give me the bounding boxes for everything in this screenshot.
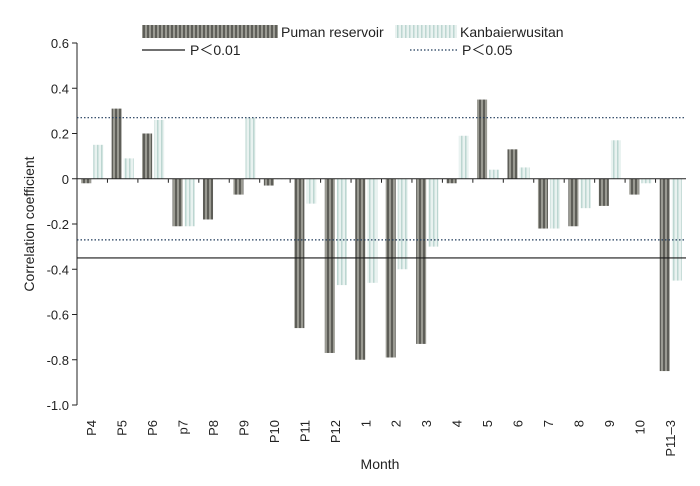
bar-kanbaierwusitan	[123, 158, 134, 179]
bar-kanbaierwusitan	[184, 178, 195, 227]
y-tick-label: -0.4	[47, 262, 69, 277]
x-tick-label: P9	[236, 420, 251, 436]
legend: Puman reservoir Kanbaierwusitan P＜0.01 P…	[142, 24, 564, 58]
bar-puman-reservoir	[537, 178, 548, 229]
bar-kanbaierwusitan	[580, 178, 591, 209]
x-tick-label: 7	[541, 420, 556, 427]
bar-puman-reservoir	[568, 178, 579, 227]
bar-kanbaierwusitan	[93, 144, 104, 179]
x-axis-title: Month	[361, 456, 400, 472]
x-tick-label: P12	[328, 420, 343, 443]
bar-puman-reservoir	[446, 178, 457, 184]
bar-kanbaierwusitan	[154, 119, 165, 179]
y-axis-title: Correlation coefficient	[21, 156, 37, 291]
y-tick-label: 0.2	[51, 127, 69, 142]
bar-puman-reservoir	[324, 178, 335, 353]
bar-kanbaierwusitan	[245, 117, 256, 179]
bar-puman-reservoir	[355, 178, 366, 360]
bar-kanbaierwusitan	[519, 167, 530, 179]
bar-kanbaierwusitan	[428, 178, 439, 247]
bar-puman-reservoir	[263, 178, 274, 186]
legend-swatch-kanbaierwusitan	[395, 25, 457, 38]
legend-label-kanbaierwusitan: Kanbaierwusitan	[460, 24, 564, 40]
x-tick-label: P4	[84, 420, 99, 436]
x-tick-label: 2	[389, 420, 404, 427]
x-tick-label: 1	[358, 420, 373, 427]
y-tick-label: -0.6	[47, 308, 69, 323]
x-tick-label: 3	[419, 420, 434, 427]
x-tick-label: 5	[480, 420, 495, 427]
y-tick-label: -1.0	[47, 398, 69, 413]
x-tick-label: p7	[176, 420, 191, 434]
bar-kanbaierwusitan	[549, 178, 561, 229]
x-tick-label: P11	[297, 420, 312, 442]
bar-puman-reservoir	[507, 149, 518, 179]
x-tick-label: P5	[115, 420, 130, 436]
legend-swatch-puman	[142, 25, 278, 38]
bar-kanbaierwusitan	[610, 140, 621, 179]
y-tick-label: 0.4	[51, 81, 69, 96]
bar-kanbaierwusitan	[306, 178, 317, 204]
bar-puman-reservoir	[81, 178, 92, 184]
x-tick-label: 8	[571, 420, 586, 427]
bar-puman-reservoir	[629, 178, 640, 195]
bar-kanbaierwusitan	[489, 169, 500, 179]
x-tick-label: P11–3	[663, 420, 678, 457]
bar-puman-reservoir	[202, 178, 214, 220]
bar-kanbaierwusitan	[641, 178, 652, 184]
bar-kanbaierwusitan	[367, 178, 378, 283]
bar-puman-reservoir	[598, 178, 609, 206]
legend-label-puman: Puman reservoir	[281, 24, 384, 40]
bar-puman-reservoir	[294, 178, 305, 329]
bar-puman-reservoir	[172, 178, 183, 227]
legend-label-p001: P＜0.01	[190, 42, 241, 58]
y-tick-label: -0.2	[47, 217, 69, 232]
bar-puman-reservoir	[142, 133, 153, 179]
x-tick-label: 4	[450, 420, 465, 427]
bar-kanbaierwusitan	[336, 178, 347, 286]
bar-puman-reservoir	[416, 178, 427, 344]
y-tick-label: -0.8	[47, 353, 69, 368]
y-tick-label: 0	[62, 172, 69, 187]
bar-kanbaierwusitan	[671, 178, 682, 281]
x-tick-label: 10	[632, 420, 647, 434]
bar-kanbaierwusitan	[397, 178, 408, 270]
bar-puman-reservoir	[385, 178, 396, 358]
bar-puman-reservoir	[111, 108, 122, 179]
bar-kanbaierwusitan	[458, 135, 469, 179]
x-tick-label: P6	[145, 420, 160, 436]
plot-area: 0.6 0.4 0.2 0 -0.2 -0.4 -0.6 -0.8 -1.0 P4 P5 P6 p7 P8…	[47, 36, 686, 457]
x-tick-label: P8	[206, 420, 221, 436]
x-tick-label: 9	[602, 420, 617, 427]
bar-puman-reservoir	[233, 178, 244, 195]
y-tick-label: 0.6	[51, 36, 69, 51]
x-tick-label: 6	[511, 420, 526, 427]
x-tick-label: P10	[267, 420, 282, 443]
bar-puman-reservoir	[477, 99, 488, 179]
legend-label-p005: P＜0.05	[462, 42, 513, 58]
bar-puman-reservoir	[659, 178, 670, 372]
